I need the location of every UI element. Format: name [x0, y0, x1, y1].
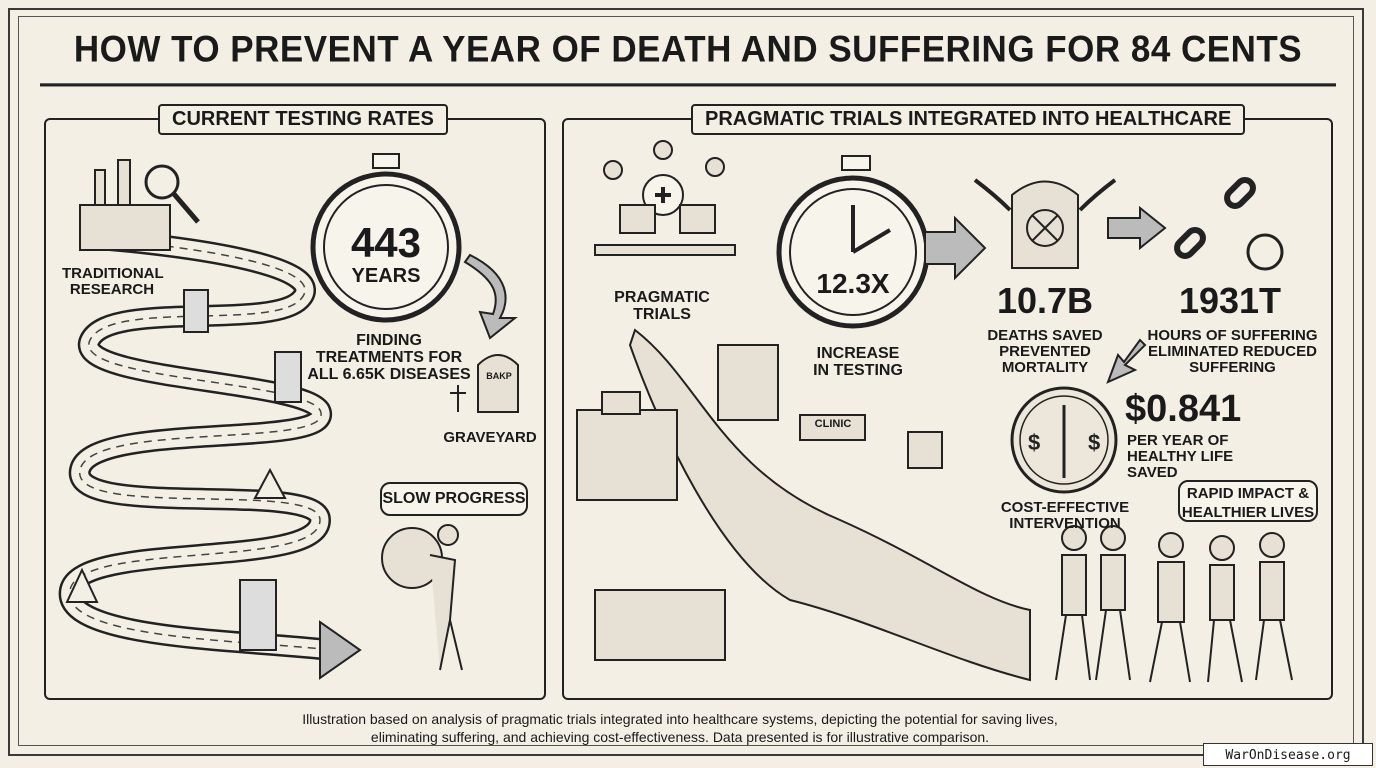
- rapid-impact-bubble: RAPID IMPACT & HEALTHIER LIVES: [1178, 480, 1318, 522]
- inner-frame: [18, 16, 1354, 746]
- dollar-icon: $: [1028, 430, 1040, 455]
- right-timer-value: 12.3X: [816, 268, 890, 299]
- arrow-icon: [924, 215, 987, 281]
- cost-value: $0.841: [1125, 388, 1242, 430]
- arrow-icon: [463, 253, 518, 340]
- walking-people-illustration: [1055, 525, 1293, 683]
- left-timer-value: 443: [350, 219, 422, 266]
- gravestone-icon: [973, 178, 1117, 269]
- page-title: HOW TO PREVENT A YEAR OF DEATH AND SUFFE…: [40, 25, 1336, 87]
- factory-icon: [79, 159, 200, 251]
- arrow-icon: [1106, 338, 1147, 384]
- right-panel-header: PRAGMATIC TRIALS INTEGRATED INTO HEALTHC…: [691, 104, 1246, 135]
- pragmatic-trials-label: PRAGMATIC TRIALS: [614, 289, 710, 323]
- slow-progress-bubble: SLOW PROGRESS: [380, 482, 528, 516]
- gravestone-text: BAKP: [486, 371, 512, 381]
- increase-testing-caption: INCREASE IN TESTING: [813, 345, 903, 379]
- suffering-caption: HOURS OF SUFFERING ELIMINATED REDUCED SU…: [1147, 327, 1318, 376]
- burdened-person-illustration: [381, 524, 463, 671]
- hourglass-icon: [183, 289, 302, 651]
- road-arrow-icon: [319, 620, 362, 680]
- stopwatch-icon: [310, 153, 462, 323]
- trials-network-illustration: [594, 140, 736, 256]
- outer-frame: [8, 8, 1364, 756]
- left-panel-header: CURRENT TESTING RATES: [158, 104, 448, 135]
- arrow-icon: [1107, 205, 1167, 251]
- caduceus-coin-icon: [1010, 386, 1118, 494]
- clinic-sign: CLINIC: [814, 418, 852, 430]
- footer-note: Illustration based on analysis of pragma…: [302, 711, 1058, 745]
- graveyard-label: GRAVEYARD: [443, 429, 537, 446]
- highway-illustration: [628, 328, 1031, 682]
- watermark: WarOnDisease.org: [1203, 743, 1373, 766]
- cost-caption: PER YEAR OF HEALTHY LIFE SAVED: [1127, 432, 1234, 481]
- dollar-icon: $: [1088, 430, 1100, 455]
- broken-chain-icon: [1174, 177, 1284, 271]
- deaths-saved-value: 10.7B: [996, 280, 1094, 321]
- hospital-buildings-illustration: [576, 344, 943, 661]
- stopwatch-icon: [776, 155, 930, 329]
- cost-effective-caption: COST-EFFECTIVE INTERVENTION: [1000, 499, 1130, 532]
- deaths-saved-caption: DEATHS SAVED PREVENTED MORTALITY: [987, 327, 1103, 376]
- left-timer-unit: YEARS: [351, 265, 421, 287]
- gravestone-icon: [450, 354, 519, 413]
- traditional-research-label: TRADITIONAL RESEARCH: [62, 265, 164, 298]
- warning-icon: [65, 467, 287, 603]
- treatments-caption: FINDING TREATMENTS FOR ALL 6.65K DISEASE…: [307, 332, 471, 383]
- suffering-value: 1931T: [1178, 280, 1282, 321]
